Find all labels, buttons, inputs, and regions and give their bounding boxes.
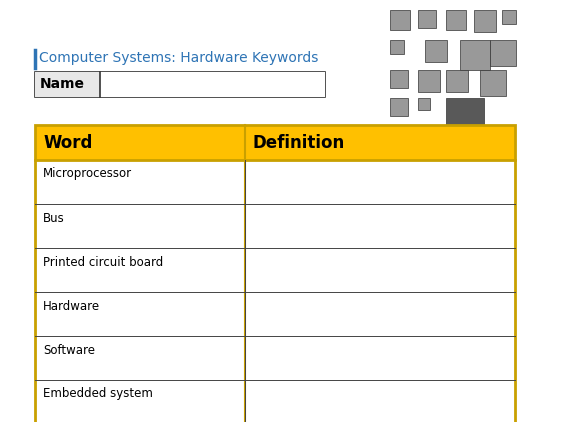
FancyBboxPatch shape [35,125,515,422]
FancyBboxPatch shape [418,10,436,28]
FancyBboxPatch shape [390,98,408,116]
FancyBboxPatch shape [446,98,484,136]
FancyBboxPatch shape [418,70,440,92]
FancyBboxPatch shape [425,40,447,62]
FancyBboxPatch shape [490,40,516,66]
Text: Printed circuit board: Printed circuit board [43,255,163,268]
FancyBboxPatch shape [35,125,515,160]
FancyBboxPatch shape [460,40,490,70]
Text: Embedded system: Embedded system [43,387,153,400]
FancyBboxPatch shape [502,10,516,24]
Text: Microprocessor: Microprocessor [43,168,132,181]
FancyBboxPatch shape [390,10,410,30]
FancyBboxPatch shape [100,72,325,97]
FancyBboxPatch shape [446,70,468,92]
FancyBboxPatch shape [390,70,408,88]
FancyBboxPatch shape [480,70,506,96]
Text: Hardware: Hardware [43,300,100,313]
Text: Name: Name [40,78,85,92]
Text: Word: Word [43,133,92,151]
FancyBboxPatch shape [474,10,496,32]
Text: Bus: Bus [43,211,65,225]
FancyBboxPatch shape [446,10,466,30]
FancyBboxPatch shape [35,72,100,97]
FancyBboxPatch shape [390,40,404,54]
FancyBboxPatch shape [418,98,430,110]
Text: Definition: Definition [253,133,345,151]
Text: Computer Systems: Hardware Keywords: Computer Systems: Hardware Keywords [39,51,319,65]
FancyBboxPatch shape [35,72,325,97]
Text: Software: Software [43,344,95,357]
